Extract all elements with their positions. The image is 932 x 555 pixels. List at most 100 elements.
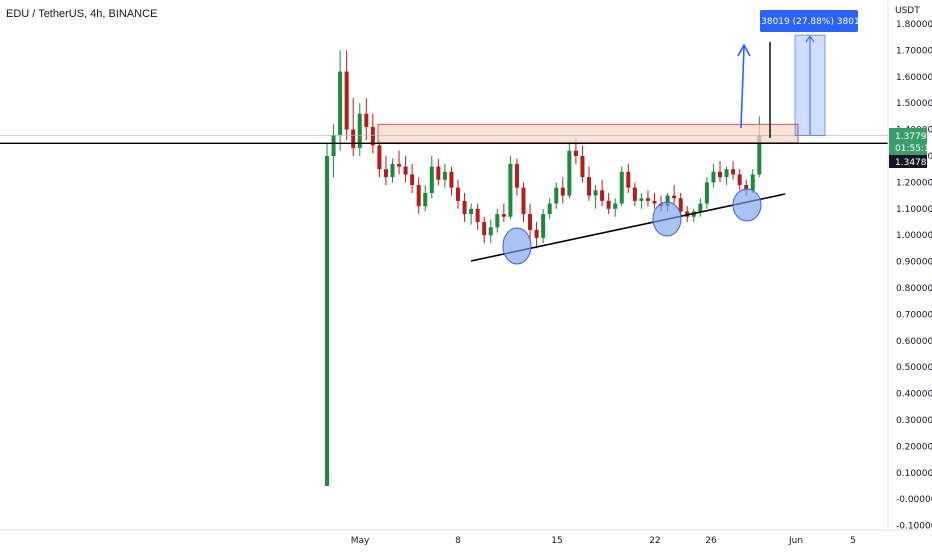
candle-body [462, 200, 467, 215]
candle-body [331, 134, 336, 156]
candle-body [665, 195, 670, 207]
measure-label-text: 0.38019 (27.88%) 38019 [753, 17, 866, 27]
countdown-text: 01:55:16 [895, 144, 932, 154]
candle-body [403, 166, 408, 175]
level-price-badge [889, 155, 927, 168]
candle-body [528, 214, 533, 230]
arrow-up-line[interactable] [740, 46, 745, 129]
candle-body [698, 203, 703, 212]
candle-body [370, 126, 375, 146]
candle-body [475, 208, 480, 222]
candle-body [357, 113, 362, 149]
candle-body [757, 135, 762, 175]
price-tick-label: 0.10000 [896, 469, 932, 479]
price-tick-label: -0.00000 [896, 495, 932, 505]
candle-body [547, 203, 552, 215]
candle-body [652, 200, 657, 204]
candle-body [541, 214, 546, 238]
candle-body [731, 169, 736, 175]
candle-body [469, 208, 474, 215]
price-tick-label: 0.70000 [896, 310, 932, 320]
candle-body [718, 171, 722, 178]
candle-body [737, 174, 742, 186]
price-badges: 1.37796 01:55:16 1.34788 [889, 128, 932, 168]
measure-arrow-head [805, 35, 815, 43]
time-tick-label: 8 [455, 536, 461, 546]
candle-body [678, 198, 683, 212]
candle-body [410, 174, 415, 186]
candle-body [514, 163, 519, 188]
candle-body [351, 129, 356, 149]
candle-body [338, 71, 343, 135]
candle-body [613, 203, 618, 209]
candle-body [724, 169, 729, 178]
price-tick-label: 1.10000 [896, 205, 932, 215]
candle-body [508, 163, 513, 217]
price-tick-label: 1.00000 [896, 231, 932, 241]
price-tick-label: 1.70000 [896, 46, 932, 56]
candle-body [672, 195, 677, 199]
candle-body [383, 169, 388, 178]
price-tick-label: 0.30000 [896, 416, 932, 426]
price-tick-label: -0.10000 [896, 522, 932, 532]
candle-body [390, 163, 395, 178]
candle-body [429, 166, 434, 193]
symbol-title[interactable]: EDU / TetherUS, 4h, BINANCE [6, 8, 158, 20]
level-price-text: 1.34788 [895, 158, 932, 168]
candle-body [573, 150, 578, 156]
candle-body [449, 171, 454, 188]
highlight-circle[interactable] [732, 188, 762, 222]
time-tick-label: 26 [705, 536, 717, 546]
price-tick-label: 0.80000 [896, 284, 932, 294]
price-tick-label: 0.90000 [896, 258, 932, 268]
candle-body [711, 171, 716, 183]
candle-body [593, 190, 598, 196]
resistance-zone[interactable] [377, 123, 799, 144]
candle-body [344, 71, 349, 130]
candle-body [626, 171, 631, 188]
time-tick-label: 5 [850, 536, 856, 546]
time-tick-label: 15 [551, 536, 562, 546]
candle-body [744, 185, 749, 191]
candle-body [482, 222, 487, 236]
candle-body [456, 187, 460, 201]
candle-body [495, 214, 500, 228]
candle-body [645, 198, 650, 201]
time-tick-label: Jun [788, 536, 803, 546]
axis-unit-label: USDT [895, 6, 920, 16]
candle-body [580, 156, 585, 178]
price-tick-label: 0.50000 [896, 363, 932, 373]
time-axis[interactable]: May 8 15 22 26 Jun 5 [351, 536, 856, 546]
candle-body [750, 174, 755, 191]
candle-body [704, 182, 709, 204]
time-tick-label: May [351, 536, 370, 546]
time-tick-label: 22 [649, 536, 660, 546]
price-tick-label: 0.60000 [896, 337, 932, 347]
candle-body [619, 171, 624, 204]
price-tick-label: 1.20000 [896, 178, 932, 188]
candle-body [442, 171, 447, 180]
price-tick-label: 0.40000 [896, 390, 932, 400]
highlight-circle[interactable] [502, 227, 532, 265]
candle-body [521, 187, 526, 215]
price-tick-label: 1.60000 [896, 73, 932, 83]
last-price-badge [889, 128, 927, 155]
price-tick-label: 1.80000 [896, 20, 932, 30]
candle-body [567, 150, 572, 196]
price-tick-label: 0.20000 [896, 442, 932, 452]
highlight-circle[interactable] [652, 201, 682, 237]
candle-body [325, 156, 329, 486]
arrow-up-head [737, 43, 751, 57]
candle-body [377, 145, 382, 170]
candle-body [560, 187, 565, 196]
drawings-layer[interactable]: 0.38019 (27.88%) 38019 [0, 10, 888, 265]
candle-body [600, 190, 605, 201]
candle-body [423, 192, 428, 207]
candle-body [632, 187, 637, 201]
candle-body [416, 185, 421, 207]
candle-body [587, 177, 591, 196]
candle-body [397, 163, 402, 167]
